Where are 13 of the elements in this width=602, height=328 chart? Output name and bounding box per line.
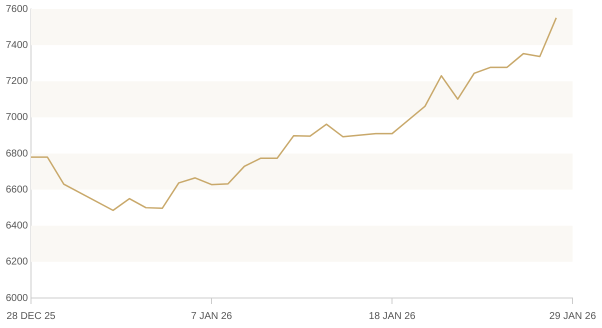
y-tick-label: 7000 bbox=[6, 112, 28, 124]
y-tick-label: 7400 bbox=[6, 40, 28, 51]
x-tick-label: 18 JAN 26 bbox=[368, 310, 416, 322]
x-tick-label: 29 JAN 26 bbox=[549, 310, 596, 322]
y-tick-label: 6800 bbox=[6, 148, 28, 160]
y-tick-label: 6000 bbox=[6, 292, 28, 304]
y-tick-label: 7200 bbox=[6, 76, 28, 87]
x-tick-label: 7 JAN 26 bbox=[190, 310, 233, 322]
y-tick-label: 6200 bbox=[6, 256, 28, 268]
x-tick-label: 28 DEC 25 bbox=[6, 310, 56, 322]
y-tick-label: 6600 bbox=[6, 184, 28, 196]
y-tick-label: 7600 bbox=[6, 4, 28, 15]
y-tick-label: 6400 bbox=[6, 220, 28, 232]
